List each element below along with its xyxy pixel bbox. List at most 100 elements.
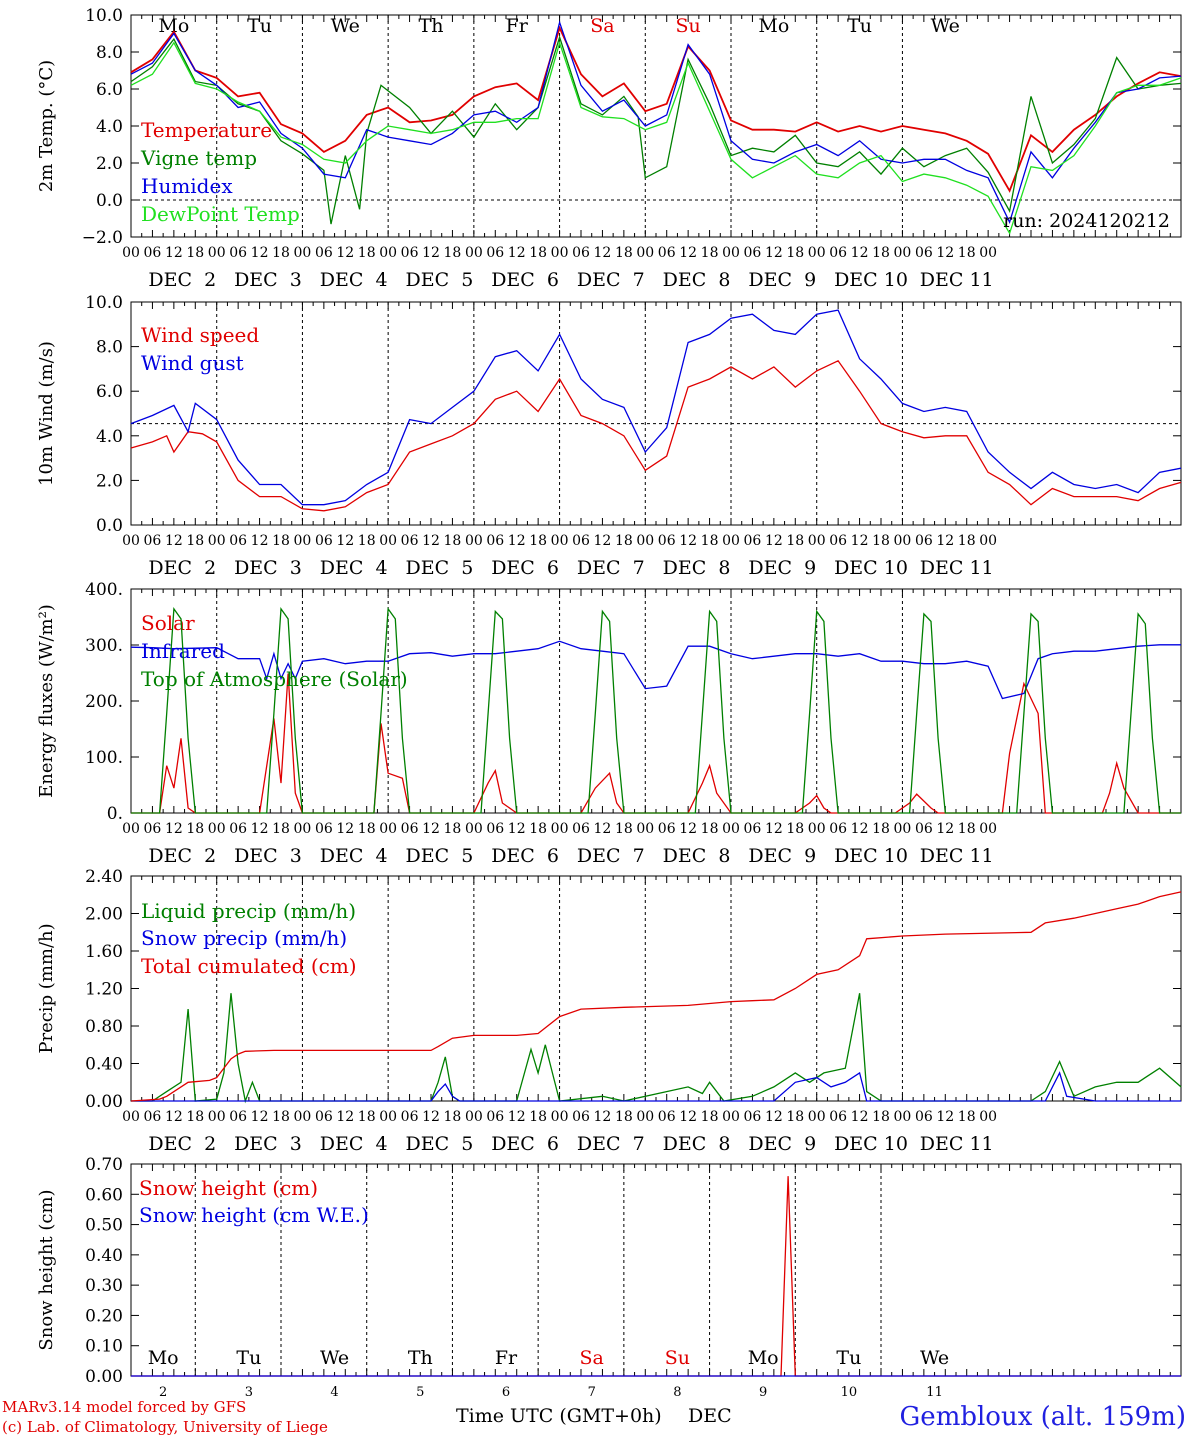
hour-tick-label: 12: [251, 533, 269, 549]
y-tick-label: 6.0: [96, 382, 123, 402]
y-tick-label: 0.80: [85, 1017, 123, 1037]
hour-tick-label: 06: [144, 245, 162, 261]
weekday-label: Sa: [580, 1347, 604, 1369]
y-tick-label: 0.30: [85, 1276, 123, 1296]
y-tick-label: 10.0: [85, 293, 123, 313]
hour-tick-label: 00: [465, 821, 483, 837]
day-number-label: 3: [245, 1385, 253, 1400]
hour-tick-label: 18: [186, 821, 204, 837]
series-line: [131, 993, 1182, 1104]
series-line: [130, 20, 1182, 224]
date-label: DEC 5: [406, 1133, 474, 1155]
hour-tick-label: 18: [872, 1109, 890, 1125]
hour-tick-label: 06: [658, 533, 676, 549]
y-tick-label: 0.: [107, 804, 123, 824]
legend-entry: Wind speed: [141, 323, 259, 347]
hour-tick-label: 00: [122, 533, 140, 549]
hour-tick-label: 18: [272, 533, 290, 549]
hour-tick-label: 00: [465, 533, 483, 549]
hour-tick-label: 00: [808, 1109, 826, 1125]
hour-tick-label: 12: [251, 821, 269, 837]
y-tick-label: 6.0: [96, 80, 123, 100]
hour-tick-label: 00: [465, 1109, 483, 1125]
hour-tick-label: 00: [979, 821, 997, 837]
hour-tick-label: 00: [722, 533, 740, 549]
hour-tick-label: 12: [508, 533, 526, 549]
date-label: DEC 10: [834, 845, 908, 867]
y-axis-label: Precip (mm/h): [36, 923, 57, 1053]
hour-tick-label: 06: [144, 533, 162, 549]
y-tick-label: 2.0: [96, 154, 123, 174]
hour-tick-label: 18: [701, 245, 719, 261]
hour-tick-label: 18: [615, 245, 633, 261]
y-tick-label: 10.0: [85, 6, 123, 26]
hour-tick-label: 12: [336, 533, 354, 549]
legend-entry: DewPoint Temp: [141, 202, 300, 226]
y-axis-label: Snow height (cm): [36, 1189, 57, 1350]
hour-tick-label: 12: [851, 821, 869, 837]
date-label: DEC 7: [577, 557, 645, 579]
y-tick-label: 4.0: [96, 427, 123, 447]
hour-tick-label: 18: [358, 533, 376, 549]
hour-tick-label: 00: [294, 821, 312, 837]
hour-tick-label: 06: [401, 1109, 419, 1125]
y-tick-label: 0.0: [96, 191, 123, 211]
y-tick-label: 0.60: [85, 1185, 123, 1205]
legend-entry: Total cumulated (cm): [141, 954, 357, 978]
hour-tick-label: 00: [979, 245, 997, 261]
legend-entry: Solar: [141, 611, 195, 635]
series-line: [130, 309, 1182, 506]
hour-tick-label: 06: [486, 1109, 504, 1125]
weekday-label: Mo: [758, 15, 789, 37]
hour-tick-label: 06: [658, 821, 676, 837]
hour-tick-label: 00: [208, 533, 226, 549]
hour-tick-label: 18: [958, 821, 976, 837]
hour-tick-label: 12: [251, 1109, 269, 1125]
date-label: DEC 7: [577, 269, 645, 291]
day-number-label: 2: [159, 1385, 167, 1400]
hour-tick-label: 00: [122, 245, 140, 261]
hour-tick-label: 18: [958, 1109, 976, 1125]
date-label: DEC 9: [748, 1133, 816, 1155]
hour-tick-label: 18: [872, 821, 890, 837]
weekday-label: Fr: [506, 15, 529, 37]
legend-entry: Top of Atmosphere (Solar): [141, 667, 408, 691]
hour-tick-label: 06: [229, 1109, 247, 1125]
date-label: DEC 10: [834, 269, 908, 291]
hour-tick-label: 18: [615, 1109, 633, 1125]
hour-tick-label: 12: [851, 533, 869, 549]
hour-tick-label: 06: [572, 533, 590, 549]
weekday-label: Fr: [495, 1347, 518, 1369]
date-label: DEC 6: [491, 269, 559, 291]
day-number-label: 11: [926, 1385, 943, 1400]
y-tick-label: 0.20: [85, 1306, 123, 1326]
series-line: [131, 607, 1181, 814]
series-line: [130, 35, 1182, 225]
hour-tick-label: 06: [744, 1109, 762, 1125]
series-line: [131, 673, 1181, 814]
legend-entry: Vigne temp: [140, 146, 257, 170]
date-label: DEC 10: [834, 1133, 908, 1155]
date-label: DEC 4: [320, 557, 388, 579]
date-label: DEC 4: [320, 269, 388, 291]
hour-tick-label: 00: [894, 1109, 912, 1125]
y-tick-label: 0.00: [85, 1367, 123, 1387]
hour-tick-label: 18: [358, 821, 376, 837]
hour-tick-label: 18: [701, 533, 719, 549]
weekday-label: Th: [408, 1347, 433, 1369]
hour-tick-label: 12: [336, 245, 354, 261]
date-label: DEC 10: [834, 557, 908, 579]
hour-tick-label: 06: [229, 245, 247, 261]
hour-tick-label: 00: [722, 245, 740, 261]
hour-tick-label: 06: [572, 821, 590, 837]
hour-tick-label: 06: [915, 821, 933, 837]
hour-tick-label: 00: [636, 533, 654, 549]
hour-tick-label: 00: [551, 821, 569, 837]
weekday-label: Mo: [158, 15, 189, 37]
legend-entry: Temperature: [141, 118, 272, 142]
hour-tick-label: 06: [572, 245, 590, 261]
weekday-label: Su: [665, 1347, 690, 1369]
hour-tick-label: 00: [808, 245, 826, 261]
weekday-label: Tu: [247, 15, 272, 37]
date-label: DEC 9: [748, 269, 816, 291]
